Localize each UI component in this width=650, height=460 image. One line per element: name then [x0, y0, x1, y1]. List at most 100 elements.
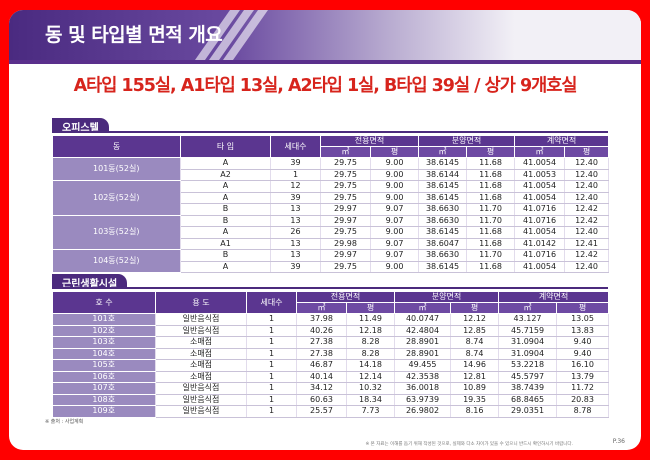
- table-cell: 29.0351: [498, 405, 558, 418]
- table-cell: 38.6144: [418, 169, 468, 181]
- table-cell: 41.0142: [514, 238, 566, 250]
- table-cell: A: [180, 261, 271, 273]
- table-cell: 10.89: [450, 382, 500, 395]
- table-cell: A: [180, 226, 271, 239]
- table-cell: 60.63: [296, 394, 347, 406]
- office-section-label: 오피스텔: [52, 118, 109, 134]
- table-cell: 12.40: [564, 226, 610, 239]
- dong-cell: 103동(52실): [52, 215, 181, 250]
- col-header-m2: ㎡: [394, 302, 452, 314]
- table-cell: 12.40: [564, 180, 610, 193]
- table-cell: 41.0716: [514, 203, 566, 216]
- table-cell: 9.40: [556, 348, 610, 360]
- table-cell: 8.74: [450, 336, 500, 349]
- table-cell: B: [180, 249, 271, 262]
- table-cell: 9.00: [370, 226, 420, 239]
- table-cell: 8.28: [346, 336, 396, 349]
- table-cell: 38.6145: [418, 180, 468, 193]
- table-cell: 63.9739: [394, 394, 452, 406]
- table-row: 101동(52실) A 39 29.75 9.00 38.6145 11.68 41.0054…: [52, 157, 610, 181]
- table-row: 102동(52실) A 12 29.75 9.00 38.6145 11.68 41.0054…: [52, 180, 610, 216]
- table-cell: 39: [270, 157, 321, 170]
- table-cell: 12.40: [564, 157, 610, 170]
- table-cell: 41.0054: [514, 192, 566, 204]
- table-cell: 12.40: [564, 169, 610, 181]
- table-row: 104호 소매점 1 27.38 8.28 28.8901 8.74 31.0904 9.40: [52, 348, 610, 360]
- table-cell: 29.97: [320, 203, 371, 216]
- col-header-room: 호 수: [52, 291, 156, 314]
- table-cell: 14.96: [450, 359, 500, 372]
- summary-subtitle: A타입 155실, A1타입 13실, A2타입 1실, B타입 39실 / 상…: [73, 76, 578, 96]
- table-cell: 41.0053: [514, 169, 566, 181]
- table-cell: 9.00: [370, 192, 420, 204]
- table-cell: 38.6145: [418, 261, 468, 273]
- table-cell: 11.68: [466, 169, 516, 181]
- table-cell: 1: [246, 325, 297, 337]
- table-cell: 39: [270, 261, 321, 273]
- table-cell: 41.0054: [514, 261, 566, 273]
- table-cell: 소매점: [155, 359, 247, 372]
- table-cell: 26: [270, 226, 321, 239]
- table-cell: 1: [246, 359, 297, 372]
- table-cell: 36.0018: [394, 382, 452, 395]
- room-cell: 105호: [52, 359, 156, 372]
- table-cell: 68.8465: [498, 394, 558, 406]
- table-cell: 9.07: [370, 203, 420, 216]
- table-cell: 41.0716: [514, 249, 566, 262]
- table-cell: 9.00: [370, 261, 420, 273]
- section-divider: [52, 131, 608, 133]
- table-cell: 14.18: [346, 359, 396, 372]
- table-cell: 9.00: [370, 180, 420, 193]
- table-cell: 일반음식점: [155, 382, 247, 395]
- dong-cell: 104동(52실): [52, 249, 181, 273]
- table-cell: 46.87: [296, 359, 347, 372]
- table-row: 109호 일반음식점 1 25.57 7.73 26.9802 8.16 29.0351 8.7…: [52, 405, 610, 418]
- table-cell: 일반음식점: [155, 313, 247, 326]
- table-cell: 13.79: [556, 371, 610, 383]
- col-header-units: 세대수: [270, 135, 321, 158]
- table-cell: 소매점: [155, 348, 247, 360]
- table-cell: 소매점: [155, 336, 247, 349]
- table-cell: 10.32: [346, 382, 396, 395]
- office-area-table: 동 타 입 세대수 전용면적 분양면적 계약면적 ㎡ 평 ㎡ 평 ㎡ 평 101…: [52, 135, 610, 273]
- document-page: 동 및 타입별 면적 개요 A타입 155실, A1타입 13실, A2타입 1…: [9, 10, 641, 450]
- table-cell: 38.6145: [418, 226, 468, 239]
- table-cell: 12.18: [346, 325, 396, 337]
- table-cell: 1: [246, 394, 297, 406]
- table-cell: 8.28: [346, 348, 396, 360]
- table-cell: 45.7159: [498, 325, 558, 337]
- room-cell: 101호: [52, 313, 156, 326]
- table-cell: 27.38: [296, 348, 347, 360]
- table-cell: 31.0904: [498, 336, 558, 349]
- col-header-use: 용 도: [155, 291, 247, 314]
- header-underline: [9, 60, 641, 64]
- table-cell: 9.07: [370, 215, 420, 227]
- table-cell: 37.98: [296, 313, 347, 326]
- table-cell: 소매점: [155, 371, 247, 383]
- table-cell: 12.42: [564, 215, 610, 227]
- col-header-dong: 동: [52, 135, 181, 158]
- col-header-pyeong: 평: [369, 146, 420, 158]
- table-cell: 29.75: [320, 192, 371, 204]
- table-cell: 41.0054: [514, 226, 566, 239]
- table-row: 106호 소매점 1 40.14 12.14 42.3538 12.81 45.5797 13.…: [52, 371, 610, 383]
- table-cell: 1: [246, 371, 297, 383]
- table-cell: 38.6145: [418, 157, 468, 170]
- col-header-pyeong: 평: [450, 302, 500, 314]
- table-cell: 12.40: [564, 192, 610, 204]
- table-cell: 13: [270, 238, 321, 250]
- col-header-m2: ㎡: [320, 146, 371, 158]
- table-cell: 11.70: [466, 215, 516, 227]
- table-cell: 38.6145: [418, 192, 468, 204]
- room-cell: 104호: [52, 348, 156, 360]
- section-divider: [52, 287, 608, 289]
- col-header-units: 세대수: [246, 291, 297, 314]
- col-header-sale: 분양면적: [394, 291, 500, 303]
- header-bar: 동 및 타입별 면적 개요: [9, 10, 641, 80]
- table-cell: 11.70: [466, 249, 516, 262]
- col-header-pyeong: 평: [556, 302, 610, 314]
- table-cell: 29.75: [320, 226, 371, 239]
- table-row: 101호 일반음식점 1 37.98 11.49 40.0747 12.12 43.127 13…: [52, 313, 610, 326]
- table-cell: A1: [180, 238, 271, 250]
- table-cell: 12.42: [564, 249, 610, 262]
